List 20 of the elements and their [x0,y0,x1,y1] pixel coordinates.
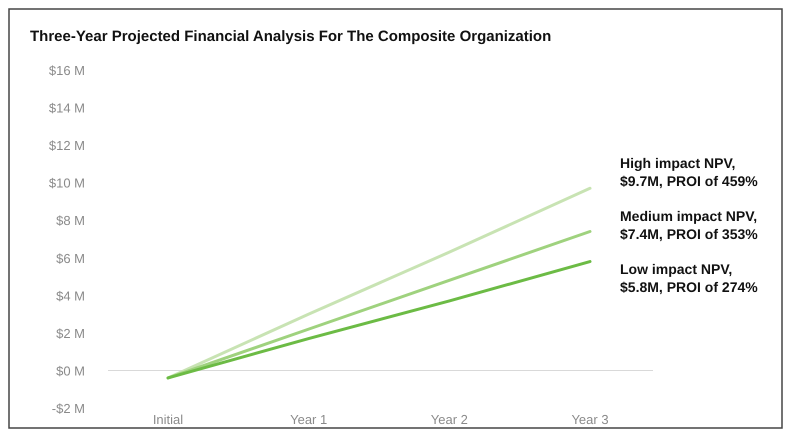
line-series [166,186,592,380]
x-tick-label: Year 2 [430,412,468,427]
y-tick-label: $0 M [56,363,85,378]
y-tick-label: $4 M [56,288,85,304]
x-tick-label: Year 1 [290,412,328,427]
text: Medium impact NPV, $7.4M, PROI of 353% [620,208,758,242]
y-tick-label: $6 M [56,250,85,266]
text: Low impact NPV, $5.8M, PROI of 274% [620,261,758,295]
x-tick-label: Initial [152,412,184,427]
y-tick-label: -$2 M [52,401,85,416]
chart-title: Three-Year Projected Financial Analysis For The Composite Organization [30,28,552,45]
y-tick-label: $16 M [48,63,85,78]
x-tick-label: Year 3 [571,412,609,427]
line-series [166,260,592,380]
y-tick-label: $14 M [48,100,85,116]
y-tick-label: $12 M [48,138,85,154]
text: High impact NPV, $9.7M, PROI of 459% [620,155,758,189]
y-tick-label: $10 M [48,176,85,191]
y-tick-label: $8 M [56,213,85,228]
y-tick-label: $2 M [56,326,85,341]
